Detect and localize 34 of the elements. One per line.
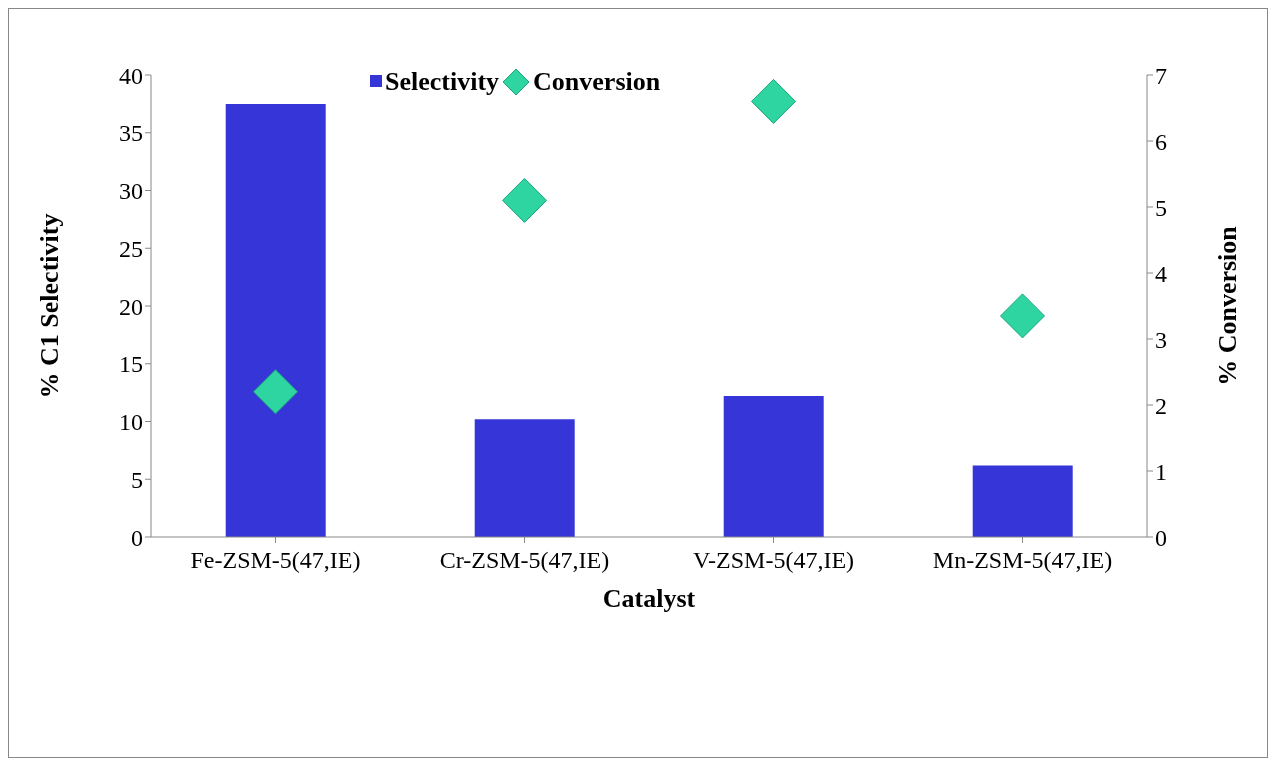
y2-tick-label: 5 [1155, 194, 1167, 221]
x-tick-label: Mn-ZSM-5(47,IE) [932, 547, 1113, 574]
y2-tick-label: 1 [1155, 458, 1167, 485]
y2-tick-label: 0 [1155, 524, 1167, 551]
x-tick-label: Fe-ZSM-5(47,IE) [190, 547, 361, 574]
x-tick-label: V-ZSM-5(47,IE) [692, 547, 855, 574]
y2-tick-label: 7 [1155, 62, 1167, 89]
bar [225, 103, 326, 537]
y-tick-label: 20 [119, 293, 143, 320]
y-axis-title: % C1 Selectivity [35, 213, 65, 399]
point [1000, 293, 1045, 339]
bar [972, 465, 1073, 537]
legend-label: Conversion [533, 67, 661, 97]
y-tick-label: 30 [119, 178, 143, 205]
y-tick-label: 0 [131, 524, 143, 551]
y-tick-label: 25 [119, 235, 143, 262]
y-tick-label: 35 [119, 120, 143, 147]
point [502, 177, 547, 223]
y2-tick-label: 4 [1155, 260, 1167, 287]
bar [723, 396, 824, 537]
x-tick-label: Cr-ZSM-5(47,IE) [439, 547, 610, 574]
y-tick-label: 40 [119, 62, 143, 89]
point [253, 369, 298, 415]
y2-tick-label: 6 [1155, 128, 1167, 155]
y-tick-label: 15 [119, 351, 143, 378]
y2-tick-label: 2 [1155, 392, 1167, 419]
bar [474, 419, 575, 537]
x-axis-title: Catalyst [602, 584, 696, 613]
point [751, 78, 796, 124]
y-tick-label: 10 [119, 409, 143, 436]
y2-tick-label: 3 [1155, 326, 1167, 353]
legend-label: Selectivity [385, 67, 500, 97]
y-tick-label: 5 [131, 466, 143, 493]
y2-axis-title: % Conversion [1213, 225, 1243, 386]
